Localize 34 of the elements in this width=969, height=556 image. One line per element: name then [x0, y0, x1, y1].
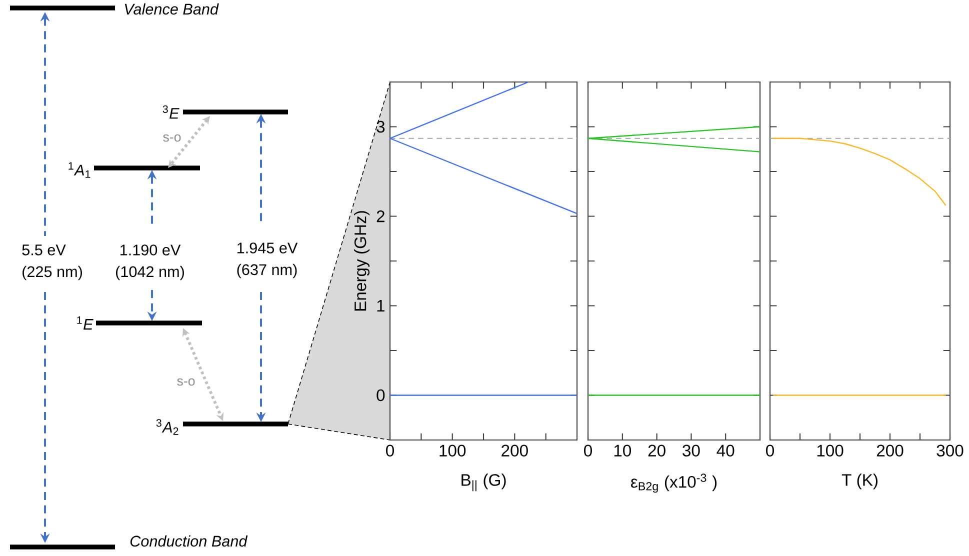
text: (637 nm) [237, 264, 297, 278]
text: s-o [163, 134, 181, 142]
text: (1042 nm) [116, 266, 184, 280]
y-axis-title: Energy (GHz) [354, 211, 370, 311]
text: $^{1}$E [77, 316, 94, 330]
x-axis-title: T (K) [842, 474, 878, 490]
x-tick-label: 40 [716, 444, 734, 457]
text: Valence Band [124, 3, 219, 15]
x-tick-label: 100 [440, 444, 466, 457]
text: s-o [177, 378, 195, 386]
x-axis-title: B$_{||}$ (G) [462, 474, 506, 492]
y-tick-label: 0 [376, 389, 385, 402]
x-tick-label: 20 [648, 444, 666, 457]
x-tick-label: 0 [584, 444, 592, 457]
x-tick-label: 0 [766, 444, 774, 457]
x-tick-label: 300 [936, 444, 964, 457]
x-tick-label: 200 [502, 444, 528, 457]
x-tick-label: 0 [386, 444, 394, 457]
text: Conduction Band [130, 535, 248, 547]
x-tick-label: 200 [876, 444, 904, 457]
x-tick-label: 30 [682, 444, 700, 457]
text: 1.190 eV [120, 244, 181, 256]
text: $^{3}$A$_{2}$ [156, 419, 178, 435]
y-tick-label: 1 [377, 300, 384, 312]
text: 5.5 eV [22, 244, 66, 256]
x-tick-label: 10 [614, 444, 632, 457]
y-tick-label: 3 [376, 120, 385, 133]
text: 1.945 eV [237, 242, 298, 254]
x-tick-label: 100 [817, 444, 844, 457]
text: $^{3}$E [162, 105, 180, 119]
y-tick-label: 2 [376, 210, 384, 222]
text: (225 nm) [22, 266, 82, 280]
text: $^{1}$A$_{1}$ [68, 162, 90, 178]
x-axis-title: ε$_{B2g}$ (x10$^{-3}$ ) [631, 474, 717, 493]
